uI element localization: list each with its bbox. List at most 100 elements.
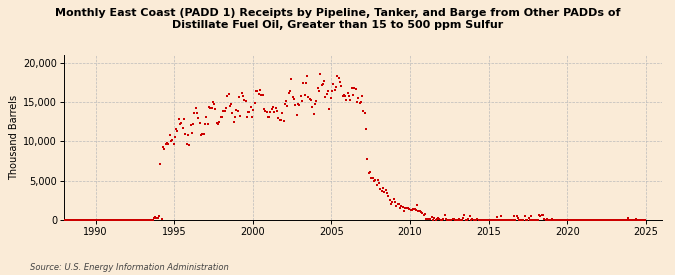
Point xyxy=(510,218,521,222)
Point xyxy=(99,218,109,222)
Point xyxy=(163,142,173,147)
Point xyxy=(585,218,595,222)
Point xyxy=(105,218,116,222)
Point xyxy=(197,132,208,136)
Point xyxy=(591,218,602,222)
Point xyxy=(209,101,219,106)
Point xyxy=(410,208,421,212)
Point xyxy=(171,127,182,131)
Point xyxy=(348,93,358,97)
Point xyxy=(369,179,379,184)
Point xyxy=(91,218,102,222)
Point xyxy=(111,218,122,222)
Point xyxy=(268,105,279,109)
Point xyxy=(490,218,501,222)
Point xyxy=(404,207,414,211)
Point xyxy=(346,86,357,90)
Point xyxy=(261,110,272,114)
Point xyxy=(429,216,439,221)
Point xyxy=(270,106,281,110)
Point xyxy=(65,218,76,222)
Point xyxy=(328,81,339,86)
Point xyxy=(515,218,526,222)
Point xyxy=(329,88,340,92)
Point xyxy=(541,217,552,221)
Point xyxy=(304,97,315,101)
Point xyxy=(139,218,150,222)
Point xyxy=(303,94,314,99)
Point xyxy=(211,121,222,125)
Point xyxy=(313,89,324,93)
Point xyxy=(228,120,239,124)
Point xyxy=(446,218,457,222)
Point xyxy=(417,211,428,215)
Point xyxy=(582,218,593,222)
Point xyxy=(396,204,407,208)
Point xyxy=(207,100,218,104)
Point xyxy=(126,218,137,222)
Point xyxy=(384,198,395,202)
Point xyxy=(93,218,104,222)
Point xyxy=(227,111,238,115)
Point xyxy=(535,214,545,218)
Point xyxy=(202,122,213,126)
Point xyxy=(605,218,616,222)
Point xyxy=(636,218,647,222)
Point xyxy=(317,82,328,86)
Point xyxy=(97,218,108,222)
Point xyxy=(537,213,548,217)
Point xyxy=(494,218,505,222)
Point xyxy=(466,218,477,222)
Point xyxy=(290,103,301,108)
Point xyxy=(333,76,344,80)
Point xyxy=(192,111,202,115)
Point xyxy=(512,216,523,220)
Point xyxy=(373,178,383,182)
Point xyxy=(458,216,468,220)
Point xyxy=(634,218,645,222)
Point xyxy=(630,217,641,221)
Point xyxy=(527,218,538,222)
Point xyxy=(435,218,446,222)
Point xyxy=(215,114,226,119)
Point xyxy=(421,217,432,222)
Point xyxy=(76,218,87,222)
Point xyxy=(164,133,175,138)
Point xyxy=(395,206,406,210)
Point xyxy=(275,118,286,122)
Point xyxy=(416,210,427,214)
Point xyxy=(479,218,489,222)
Point xyxy=(246,105,256,109)
Point xyxy=(178,126,188,130)
Point xyxy=(632,218,643,222)
Point xyxy=(175,121,186,126)
Point xyxy=(161,141,172,145)
Point xyxy=(112,218,123,222)
Point xyxy=(405,208,416,213)
Point xyxy=(70,218,80,222)
Point xyxy=(612,218,623,222)
Point xyxy=(80,218,91,222)
Point xyxy=(223,92,234,97)
Point xyxy=(512,213,522,218)
Point xyxy=(514,218,524,222)
Point xyxy=(498,218,509,222)
Point xyxy=(469,218,480,222)
Point xyxy=(629,218,640,222)
Point xyxy=(475,218,485,222)
Point xyxy=(83,218,94,222)
Point xyxy=(380,188,391,192)
Point xyxy=(285,89,296,93)
Point xyxy=(481,218,492,222)
Point xyxy=(520,218,531,222)
Point xyxy=(225,103,236,108)
Point xyxy=(402,206,412,211)
Point xyxy=(378,186,389,190)
Point xyxy=(359,111,370,115)
Point xyxy=(128,218,138,222)
Point xyxy=(536,213,547,218)
Point xyxy=(508,218,518,222)
Point xyxy=(252,88,263,93)
Point xyxy=(362,157,373,161)
Point xyxy=(509,214,520,219)
